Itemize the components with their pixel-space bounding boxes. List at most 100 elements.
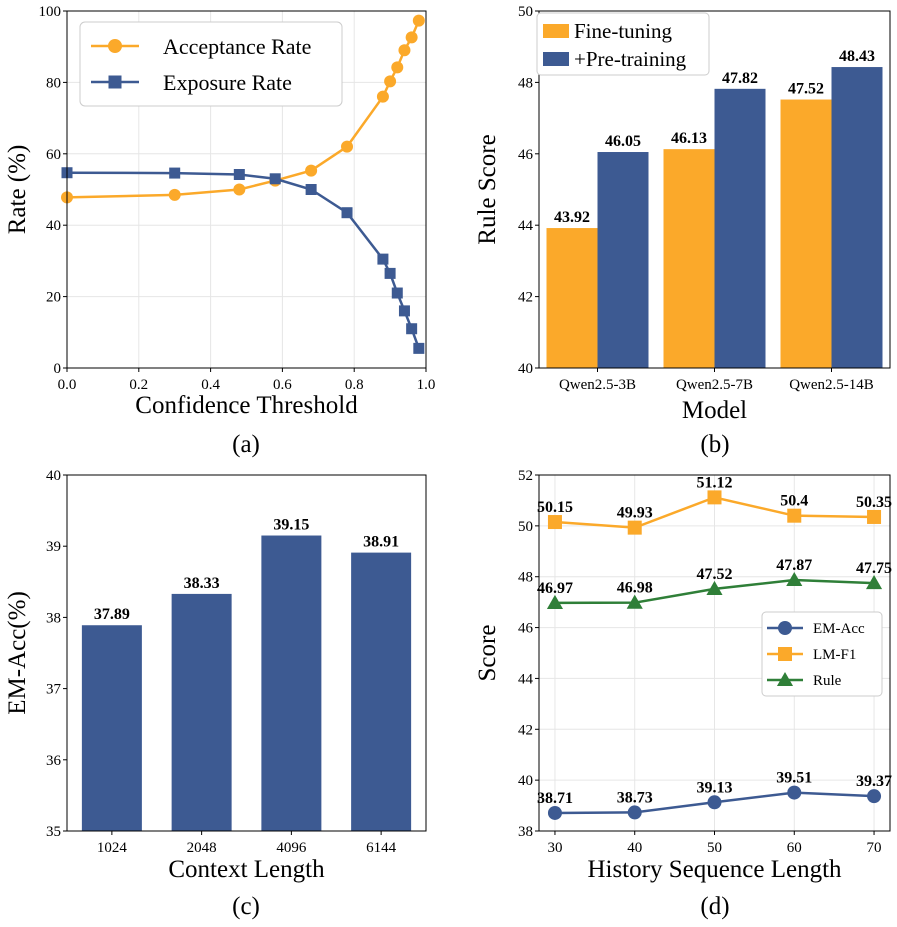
point-value-label: 50.15: [537, 499, 573, 516]
x-tick-label: 50: [707, 840, 722, 856]
x-axis-label: History Sequence Length: [587, 856, 842, 883]
point-value-label: 51.12: [697, 474, 733, 491]
y-tick-label: 42: [518, 290, 533, 306]
x-axis-label: Context Length: [168, 856, 325, 883]
point-value-label: 49.93: [617, 505, 653, 522]
y-axis-label: Rate (%): [4, 145, 31, 235]
y-tick-label: 38: [46, 610, 61, 626]
point-acceptance-rate: [398, 44, 411, 57]
legend: Fine-tuning +Pre-training: [536, 12, 710, 76]
bar-finetuning: [663, 149, 715, 368]
x-tick-label: 70: [867, 840, 882, 856]
point-acceptance-rate: [233, 183, 246, 196]
point-exposure-rate: [233, 169, 245, 181]
y-tick-label: 52: [518, 468, 533, 484]
y-tick-label: 40: [46, 218, 61, 234]
point-rule: [706, 580, 723, 595]
point-acceptance-rate: [384, 75, 397, 88]
y-tick-label: 46: [518, 621, 534, 637]
y-axis-label: Rule Score: [474, 134, 501, 244]
bar-pretraining: [831, 67, 883, 368]
y-tick-label: 42: [518, 722, 533, 738]
point-rule: [786, 571, 803, 587]
point-rule: [546, 594, 564, 609]
x-axis-label: Confidence Threshold: [135, 392, 358, 419]
y-axis-label: Score: [474, 625, 501, 682]
point-value-label: 47.87: [776, 557, 812, 574]
legend-label: +Pre-training: [574, 47, 687, 71]
plot-frame: [66, 10, 427, 369]
x-tick-label: 30: [547, 840, 562, 856]
y-tick-label: 44: [518, 671, 534, 687]
chart-c: 35 36 37 38 39 40 EM-Acc(%) 37.89 1024 38.33 2048 3…: [4, 468, 427, 920]
point-exposure-rate: [391, 287, 403, 299]
legend: Acceptance Rate Exposure Rate: [79, 21, 343, 107]
y-tick-label: 44: [518, 218, 534, 234]
point-acceptance-rate: [376, 90, 389, 103]
panel-label: (d): [700, 893, 729, 920]
point-em-acc: [627, 805, 642, 820]
legend: EM-Acc LM-F1 Rule: [761, 611, 883, 697]
x-tick-label: Qwen2.5-14B: [789, 377, 874, 393]
y-tick-label: 50: [518, 4, 533, 20]
plot-frame: [538, 10, 891, 369]
legend-swatch: [543, 24, 569, 38]
point-exposure-rate: [305, 184, 317, 195]
x-tick-label: 0.8: [345, 377, 364, 393]
bar-value-label: 48.43: [839, 48, 875, 65]
point-value-label: 46.98: [617, 580, 653, 597]
legend-marker: [108, 75, 122, 89]
chart-d: 30 40 50 60 70 38 40 42 44 46 48 50 52 Score 38.71 38.7…: [474, 468, 892, 920]
point-value-label: 38.71: [537, 790, 573, 807]
point-exposure-rate: [384, 267, 396, 279]
legend-marker: [108, 39, 122, 53]
y-tick-label: 100: [39, 4, 62, 20]
bar-emacc: [81, 625, 142, 831]
y-tick-label: 38: [518, 824, 533, 840]
legend-label: Rule: [813, 673, 842, 689]
y-tick-label: 36: [46, 753, 62, 769]
bar-emacc: [261, 535, 322, 831]
x-tick-label: 0.6: [273, 377, 292, 393]
point-exposure-rate: [269, 173, 281, 185]
point-acceptance-rate: [412, 14, 425, 27]
chart-a: 0.0 0.2 0.4 0.6 0.8 1.0 0 20 40 60 80 100 Rate (%) Ac…: [4, 4, 435, 458]
bar-value-label: 47.82: [722, 70, 758, 87]
y-axis-label: EM-Acc(%): [4, 591, 31, 715]
bar-finetuning: [546, 228, 598, 368]
point-exposure-rate: [341, 207, 353, 219]
x-tick-label: 1024: [97, 840, 128, 856]
legend-label: LM-F1: [813, 647, 856, 663]
bar-value-label: 47.52: [788, 81, 824, 98]
bar-value-label: 43.92: [554, 209, 590, 226]
point-em-acc: [547, 805, 562, 820]
x-tick-label: Qwen2.5-7B: [676, 377, 753, 393]
point-value-label: 50.35: [856, 494, 892, 511]
x-axis-label: Model: [682, 397, 747, 424]
point-value-label: 47.52: [697, 566, 733, 583]
y-tick-label: 48: [518, 75, 533, 91]
point-value-label: 46.97: [537, 580, 573, 597]
point-lm-f1: [787, 508, 802, 523]
y-tick-label: 20: [46, 290, 61, 306]
legend-marker: [776, 671, 794, 687]
y-tick-label: 39: [46, 539, 61, 555]
x-tick-label: 60: [787, 840, 802, 856]
point-em-acc: [867, 789, 882, 804]
point-lm-f1: [547, 515, 562, 530]
point-rule: [626, 594, 643, 609]
x-tick-label: 6144: [366, 840, 397, 856]
bar-value-label: 46.13: [671, 130, 707, 147]
y-tick-label: 35: [46, 824, 61, 840]
bar-finetuning: [780, 99, 832, 368]
x-tick-label: 1.0: [417, 377, 436, 393]
plot-frame: [66, 474, 427, 832]
series-line-square: [66, 171, 420, 349]
point-exposure-rate: [169, 167, 181, 179]
point-acceptance-rate: [341, 140, 354, 153]
point-exposure-rate: [398, 305, 410, 317]
legend-box: [79, 21, 343, 107]
y-tick-label: 48: [518, 570, 533, 586]
point-value-label: 39.13: [697, 779, 733, 796]
